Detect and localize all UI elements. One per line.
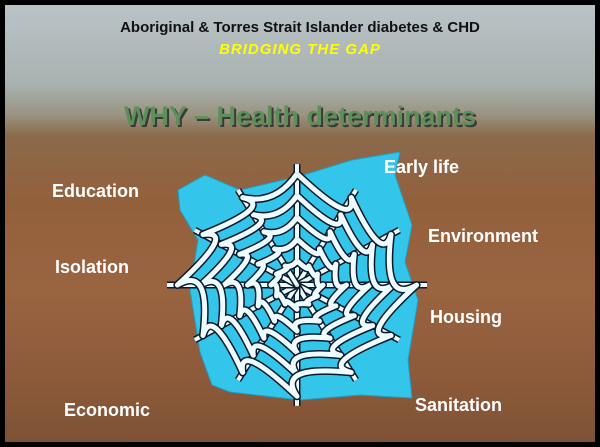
label: Sanitation <box>415 395 502 416</box>
label: Isolation <box>55 257 129 278</box>
label: Economic <box>64 400 150 421</box>
label: Environment <box>428 226 538 247</box>
label: Education <box>52 181 139 202</box>
spider-web <box>5 5 595 442</box>
title: Aboriginal & Torres Strait Islander diab… <box>5 19 595 36</box>
subtitle: BRIDGING THE GAP <box>5 41 595 58</box>
heading: WHY – Health determinants <box>5 101 595 132</box>
label: Housing <box>430 307 502 328</box>
slide: Aboriginal & Torres Strait Islander diab… <box>0 0 600 447</box>
label: Early life <box>384 157 459 178</box>
